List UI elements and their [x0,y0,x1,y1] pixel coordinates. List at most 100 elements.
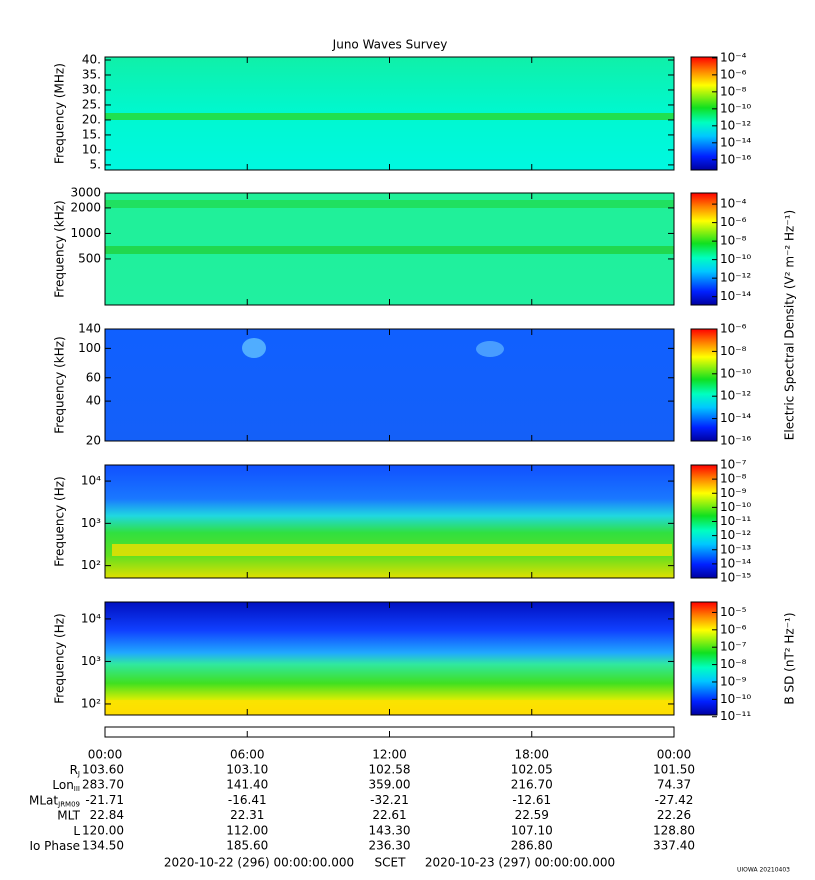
colorbar [690,328,718,442]
spectrogram [105,329,674,441]
colorbar-tick-label: 10⁻¹⁰ [720,101,751,115]
ephemeris-value: 22.59 [515,808,549,822]
ephemeris-value: 283.70 [82,778,124,792]
ephemeris-value: 107.10 [511,823,553,837]
ephemeris-label-text: Io Phase [29,839,80,853]
colorbar-tick-label: 10⁻¹¹ [720,514,751,528]
band [112,544,672,556]
colorbar-tick-label: 10⁻⁸ [720,234,747,248]
y-tick-label: 10² [81,558,101,572]
band [105,246,674,254]
y-tick-label: 60 [86,370,101,384]
ephemeris-value: 359.00 [369,778,411,792]
ephemeris-value: 103.60 [82,763,124,777]
x-tick-label: 00:00 [88,748,123,762]
colorbar-tick-label: 10⁻⁹ [720,486,747,500]
colorbar-tick-label: 10⁻¹⁰ [720,366,751,380]
ephemeris-label: L [73,823,80,837]
ephemeris-value: 22.26 [657,808,691,822]
colorbar [690,192,718,306]
colorbar-tick-label: 10⁻⁸ [720,657,747,671]
ephemeris-label-text: MLat [29,793,58,807]
colorbar-tick-label: 10⁻⁸ [720,344,747,358]
y-tick-label: 5. [90,157,101,171]
colorbar-tick-label: 10⁻⁷ [720,458,747,472]
colorbar-label: B SD (nT² Hz⁻¹) [783,612,797,704]
y-tick-label: 30. [82,82,101,96]
y-tick-label: 10⁴ [81,474,101,488]
colorbar-tick-label: 10⁻⁴ [720,50,747,64]
y-axis-label: Frequency (Hz) [53,476,67,567]
ephemeris-value: 102.05 [511,763,553,777]
end-time: 2020-10-23 (297) 00:00:00.000 [425,856,615,870]
ephemeris-label-text: R [70,763,78,777]
colorbar-tick-label: 10⁻¹⁴ [720,289,751,303]
ephemeris-value: 120.00 [82,823,124,837]
ephemeris-value: -12.61 [512,793,551,807]
ephemeris-value: 101.50 [653,763,695,777]
ephemeris-value: 286.80 [511,839,553,853]
colorbar-tick-label: 10⁻⁷ [720,640,747,654]
colorbar-tick-label: 10⁻¹¹ [720,709,751,723]
colorbar-tick-label: 10⁻¹⁴ [720,135,751,149]
y-tick-label: 100 [78,341,101,355]
y-tick-label: 2000 [70,200,101,214]
y-axis-label: Frequency (MHz) [53,63,67,164]
ephemeris-value: 128.80 [653,823,695,837]
ephemeris-label: MLatJRM09 [29,793,80,809]
ephemeris-value: 102.58 [369,763,411,777]
y-tick-label: 20 [86,434,101,448]
y-tick-label: 1000 [70,226,101,240]
colorbar-tick-label: 10⁻⁶ [720,67,747,81]
ephemeris-label: RJ [70,763,80,779]
y-axis-label: Frequency (kHz) [53,200,67,297]
y-tick-label: 20. [82,112,101,126]
colorbar-tick-label: 10⁻¹⁰ [720,252,751,266]
colorbar-tick-label: 10⁻¹⁰ [720,692,751,706]
y-tick-label: 40. [82,52,101,66]
colorbar-tick-label: 10⁻¹⁴ [720,411,751,425]
y-tick-label: 140 [78,322,101,336]
ephemeris-value: 236.30 [369,839,411,853]
ephemeris-value: -32.21 [370,793,409,807]
ephemeris-label-sub: III [74,785,80,793]
x-tick-label: 06:00 [230,748,265,762]
x-tick-label: 12:00 [372,748,407,762]
colorbar-tick-label: 10⁻⁸ [720,472,747,486]
blob [476,341,504,357]
spectrogram [105,602,674,715]
ephemeris-label: MLT [57,808,80,822]
ephemeris-value: -27.42 [655,793,694,807]
colorbar-tick-label: 10⁻¹⁵ [720,571,751,585]
ephemeris-label-text: L [73,823,80,837]
colorbar-tick-label: 10⁻⁹ [720,674,747,688]
colorbar-tick-label: 10⁻⁴ [720,197,747,211]
ephemeris-value: 141.40 [226,778,268,792]
frames: 40.35.30.25.20.15.10.5. Frequency (MHz) 10… [29,50,796,869]
ephemeris-label-sub: J [77,770,80,778]
ephemeris-value: 74.37 [657,778,691,792]
ephemeris-value: 112.00 [226,823,268,837]
ephemeris-value: 134.50 [82,839,124,853]
colorbar [690,601,718,716]
colorbar-tick-label: 10⁻⁶ [720,622,747,636]
ephemeris-label-text: Lon [52,778,73,792]
colorbar-label: Electric Spectral Density (V² m⁻² Hz⁻¹) [783,210,797,440]
ephemeris-value: 22.84 [90,808,124,822]
ephemeris-value: 337.40 [653,839,695,853]
y-tick-label: 40 [86,394,101,408]
y-tick-label: 10. [82,142,101,156]
y-tick-label: 15. [82,127,101,141]
band [105,200,674,208]
colorbar-tick-label: 10⁻⁶ [720,322,747,336]
colorbar-tick-label: 10⁻¹³ [720,542,751,556]
y-tick-label: 10² [81,696,101,710]
colorbar [690,56,718,171]
x-tick-label: 00:00 [657,748,692,762]
y-axis-label: Frequency (Hz) [53,613,67,704]
ephemeris-label-text: MLT [57,808,80,822]
blob [242,338,266,358]
panels [105,57,674,715]
colorbar-tick-label: 10⁻⁸ [720,84,747,98]
